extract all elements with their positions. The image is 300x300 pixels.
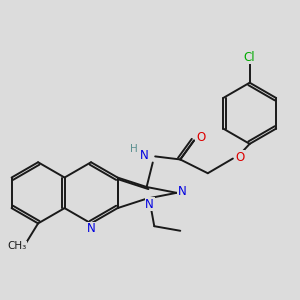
- Text: H: H: [130, 144, 138, 154]
- Text: N: N: [87, 222, 95, 236]
- Text: O: O: [235, 151, 244, 164]
- Text: CH₃: CH₃: [8, 241, 27, 251]
- Text: N: N: [145, 198, 154, 211]
- Text: O: O: [196, 131, 206, 144]
- Text: N: N: [178, 185, 187, 198]
- Text: N: N: [140, 149, 148, 162]
- Text: Cl: Cl: [244, 51, 256, 64]
